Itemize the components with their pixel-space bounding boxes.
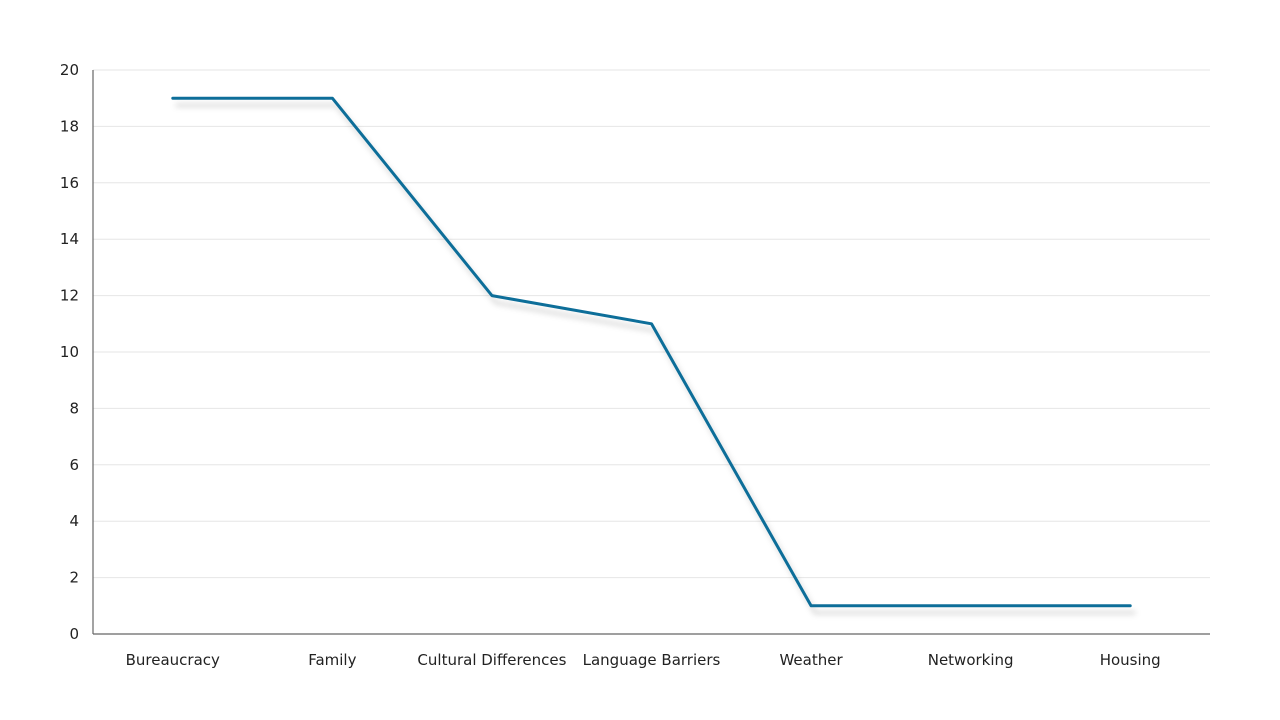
gridlines: [93, 69, 1210, 579]
x-tick-labels: Bureaucracy Family Cultural Differences Lan…: [126, 651, 1161, 669]
x-tick-label: Housing: [1100, 651, 1161, 669]
y-tick-label: 20: [60, 61, 79, 79]
data-point: [490, 294, 494, 298]
y-tick-labels: 0 2 4 6 8 10 12 14 16 18 20: [60, 61, 79, 643]
y-tick-label: 6: [69, 456, 79, 474]
data-point: [330, 96, 334, 100]
series-group: [171, 96, 1132, 608]
y-tick-label: 18: [60, 117, 79, 135]
data-point: [650, 322, 654, 326]
data-point: [809, 604, 813, 608]
data-point: [969, 604, 973, 608]
x-tick-label: Networking: [928, 651, 1014, 669]
y-tick-label: 16: [60, 174, 79, 192]
x-tick-label: Bureaucracy: [126, 651, 220, 669]
x-tick-label: Weather: [779, 651, 843, 669]
y-tick-label: 4: [69, 512, 79, 530]
data-point: [171, 96, 175, 100]
y-tick-label: 12: [60, 287, 79, 305]
y-tick-label: 2: [69, 569, 79, 587]
series-line: [171, 96, 1132, 608]
y-tick-label: 10: [60, 343, 79, 361]
y-tick-label: 14: [60, 230, 79, 248]
x-tick-label: Family: [308, 651, 356, 669]
x-tick-label: Cultural Differences: [417, 651, 566, 669]
y-tick-label: 0: [69, 625, 79, 643]
axes: [92, 70, 1210, 635]
data-point: [1128, 604, 1132, 608]
y-tick-label: 8: [69, 399, 79, 417]
x-tick-label: Language Barriers: [583, 651, 721, 669]
